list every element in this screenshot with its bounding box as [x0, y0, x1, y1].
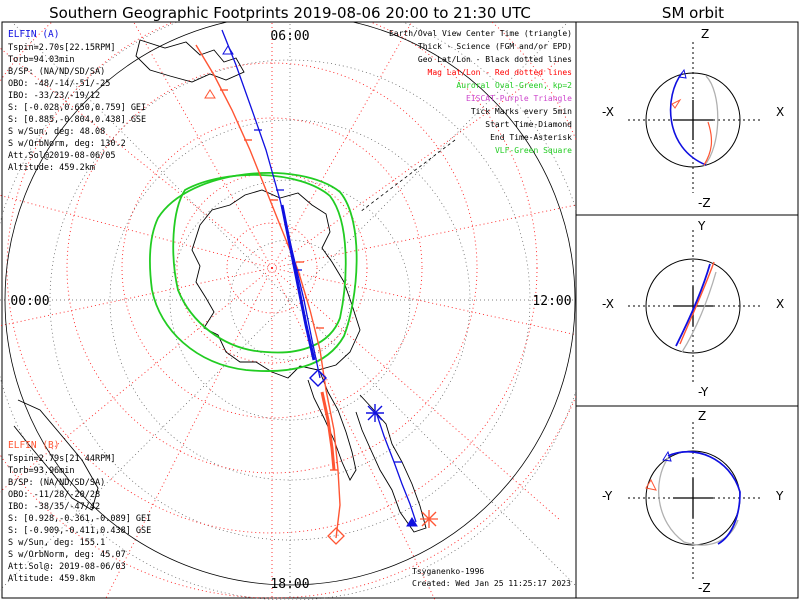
elfin-a-start-diamond	[309, 369, 327, 387]
sm3-label-top: Z	[698, 409, 706, 423]
australia-coastline	[135, 39, 245, 83]
elfin-b-line: Torb=93.96min	[8, 466, 75, 476]
elfin-a-track	[221, 29, 417, 523]
elfin-b-line: Tspin=2.79s[21.44RPM]	[8, 454, 115, 464]
sm1-label-left: -X	[602, 105, 614, 119]
elfin-b-title: ELFIN (B)	[8, 440, 59, 451]
elfin-a-line: Altitude: 459.2km	[8, 163, 95, 173]
elfin-b-line: S: [-0.909,-0.411,0.438] GSE	[8, 526, 151, 536]
legend: Earth/Oval View Center Time (triangle) T…	[389, 29, 572, 155]
legend-line: Auroral Oval-Green, kp=2	[456, 81, 572, 90]
credit-created: Created: Wed Jan 25 11:25:17 2023	[412, 579, 571, 588]
sm1-label-top: Z	[701, 27, 709, 41]
main-title: Southern Geographic Footprints 2019-08-0…	[49, 4, 531, 22]
legend-line: Earth/Oval View Center Time (triangle)	[389, 29, 572, 38]
legend-line: VLF-Green Square	[495, 146, 572, 155]
elfin-a-end-asterisk	[366, 404, 384, 422]
elfin-a-line: S w/Sun, deg: 48.08	[8, 127, 105, 137]
legend-line: Thick - Science (FGM and/or EPD)	[418, 42, 572, 51]
elfin-a-line: Tspin=2.70s[22.15RPM]	[8, 43, 115, 53]
elfin-b-line: Att.Sol@: 2019-08-06/03	[8, 562, 126, 572]
auroral-oval	[149, 172, 358, 372]
africa-coastline	[13, 399, 99, 511]
elfin-a-title: ELFIN (A)	[8, 29, 59, 40]
sm3-label-bottom: -Z	[698, 581, 711, 595]
sm-frame	[575, 21, 799, 599]
globe-outline	[4, 22, 576, 586]
elfin-b-track	[195, 44, 341, 539]
elfin-b-line: B/SP: (NA/ND/SD/SA)	[8, 478, 105, 488]
sm2-label-top: Y	[697, 219, 706, 233]
elfin-a-line: S: [-0.028,0.650,0.759] GEI	[8, 103, 146, 113]
sm2-label-bottom: -Y	[698, 385, 709, 399]
elfin-a-small-marker	[406, 517, 418, 527]
elfin-b-line: S w/OrbNorm, deg: 45.07	[8, 550, 126, 560]
legend-line: Mag Lat/Lon - Red dotted lines	[428, 68, 573, 77]
legend-line: Geo Lat/Lon - Black dotted lines	[418, 55, 572, 64]
elfin-a-line: S: [0.885,-0.804,0.438] GSE	[8, 115, 146, 125]
sm2-label-right: X	[776, 297, 784, 311]
elfin-a-view-triangle	[222, 45, 234, 55]
polar-map	[0, 22, 576, 600]
time-label-right: 12:00	[532, 294, 571, 309]
legend-line: Start Time-Diamond	[485, 120, 572, 129]
sm-panel-xy: Y -Y -X X	[602, 219, 784, 399]
sm3-label-right: Y	[775, 489, 784, 503]
south-america-coastline	[355, 394, 427, 533]
sm1-label-bottom: -Z	[698, 196, 711, 210]
elfin-a-info: ELFIN (A) Tspin=2.70s[22.15RPM] Torb=94.…	[8, 29, 146, 173]
antarctica-coastline	[191, 189, 361, 379]
elfin-b-line: S: [0.928,-0.361,-0.089] GEI	[8, 514, 151, 524]
elfin-a-line: B/SP: (NA/ND/SD/SA)	[8, 67, 105, 77]
sm1-label-right: X	[776, 105, 784, 119]
time-label-top: 06:00	[270, 29, 309, 44]
elfin-a-line: S w/OrbNorm, deg: 130.2	[8, 139, 126, 149]
elfin-a-line: Att.Sol@2019-08-06/05	[8, 151, 115, 161]
credit-author: Tsyganenko-1996	[412, 567, 484, 576]
sm3-label-left: -Y	[602, 489, 613, 503]
elfin-b-line: S w/Sun, deg: 155.1	[8, 538, 105, 548]
legend-line: Tick Marks every 5min	[471, 107, 572, 116]
sm-panel-xz: Z -Z -X X	[602, 27, 784, 210]
time-label-left: 00:00	[10, 294, 49, 309]
sm-orbit-title: SM orbit	[662, 4, 724, 22]
elfin-b-line: IBO: -38/35/-47/42	[8, 502, 100, 512]
elfin-b-view-triangle	[204, 89, 216, 99]
legend-line: EISCAT-Purple Triangle	[466, 94, 572, 103]
elfin-a-line: IBO: -33/23/-19/12	[8, 91, 100, 101]
elfin-b-start-diamond	[327, 527, 345, 545]
time-label-bottom: 18:00	[270, 577, 309, 592]
sm-panel-yz: Z -Z -Y Y	[602, 409, 784, 595]
elfin-a-line: Torb=94.03min	[8, 55, 75, 65]
legend-line: End Time-Asterisk	[490, 133, 572, 142]
elfin-b-info: ELFIN (B) Tspin=2.79s[21.44RPM] Torb=93.…	[8, 440, 151, 584]
peninsula-coastline	[307, 371, 357, 481]
elfin-a-line: OBO: -48/-14/-51/-25	[8, 79, 110, 89]
elfin-b-line: OBO: -11/28/-20/28	[8, 490, 100, 500]
sm2-label-left: -X	[602, 297, 614, 311]
elfin-b-line: Altitude: 459.8km	[8, 574, 95, 584]
elfin-b-end-asterisk	[420, 510, 438, 528]
